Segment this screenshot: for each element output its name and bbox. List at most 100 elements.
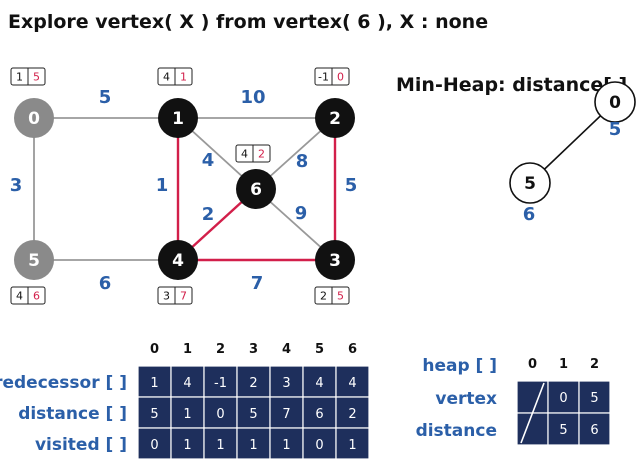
table-col-header-4: 4 <box>282 342 291 357</box>
table-cell-value-1-3: 5 <box>249 407 257 422</box>
edge-weight-4-3: 7 <box>251 273 264 294</box>
heap-cell-value-1-2: 6 <box>590 423 598 438</box>
info-box-pred-4: 3 <box>163 290 170 303</box>
table-cell-0-1 <box>170 365 205 398</box>
heap-col-header-2: 2 <box>590 357 599 372</box>
node-label-4: 4 <box>172 251 184 271</box>
edge-weight-6-3: 9 <box>295 203 308 224</box>
table-cell-value-0-4: 3 <box>282 376 290 391</box>
table-col-header-3: 3 <box>249 342 258 357</box>
heap-node-label-0: 0 <box>609 93 621 113</box>
table-cell-2-1 <box>170 427 205 460</box>
node-4 <box>158 240 198 280</box>
node-5 <box>14 240 54 280</box>
info-box-pred-3: 2 <box>320 290 327 303</box>
heap-cell-value-1-1: 5 <box>559 423 567 438</box>
table-cell-0-6 <box>335 365 370 398</box>
info-box-dist-0: 5 <box>33 71 40 84</box>
edge-weight-6-4: 2 <box>202 204 215 225</box>
table-cell-1-4 <box>269 396 304 429</box>
info-box-pred-2: -1 <box>318 71 329 84</box>
heap-cell-1-2 <box>578 412 611 446</box>
node-0 <box>14 98 54 138</box>
edge-weight-5-4: 6 <box>99 273 112 294</box>
heap-slot0-slash <box>520 382 545 444</box>
node-6 <box>236 169 276 209</box>
heap-col-header-1: 1 <box>559 357 568 372</box>
info-box-dist-1: 1 <box>180 71 187 84</box>
table-cell-value-0-6: 4 <box>348 376 356 391</box>
heap-cell-value-0-1: 0 <box>559 391 567 406</box>
table-col-header-5: 5 <box>315 342 324 357</box>
heap-node-label-1: 5 <box>524 174 536 194</box>
node-label-6: 6 <box>250 180 262 200</box>
heap-node-0 <box>594 81 636 123</box>
table-cell-value-1-0: 5 <box>150 407 158 422</box>
table-col-header-6: 6 <box>348 342 357 357</box>
table-cell-value-1-6: 2 <box>348 407 356 422</box>
table-cell-1-1 <box>170 396 205 429</box>
table-cell-value-2-1: 1 <box>183 438 191 453</box>
edge-weight-1-2: 10 <box>240 87 265 108</box>
heap-row-label-0: vertex <box>435 389 497 409</box>
table-row-label-2: visited [ ] <box>35 435 127 455</box>
heap-tree: 0 5 5 6 <box>509 81 636 225</box>
table-cell-2-6 <box>335 427 370 460</box>
table-cell-value-0-0: 1 <box>150 376 158 391</box>
info-box-dist-3: 5 <box>337 290 344 303</box>
node-3 <box>315 240 355 280</box>
table-cell-value-1-2: 0 <box>216 407 224 422</box>
info-box-dist-5: 6 <box>33 290 40 303</box>
table-cell-value-1-4: 7 <box>282 407 290 422</box>
table-cell-value-0-3: 2 <box>249 376 257 391</box>
table-cell-1-6 <box>335 396 370 429</box>
heap-array-title: heap [ ] <box>422 356 497 376</box>
table-cell-2-0 <box>137 427 172 460</box>
table-cell-2-5 <box>302 427 337 460</box>
heap-array-table: heap [ ] 0 1 2 vertex 0 5 distance 5 6 <box>416 356 611 446</box>
table-col-header-0: 0 <box>150 342 159 357</box>
node-label-0: 0 <box>28 109 40 129</box>
page-title: Explore vertex( X ) from vertex( 6 ), X … <box>8 11 488 33</box>
table-cell-0-0 <box>137 365 172 398</box>
table-cell-value-0-2: -1 <box>214 376 227 391</box>
info-box-dist-6: 2 <box>258 148 265 161</box>
arrays-table: 0 1 2 3 4 5 6 predecessor [ ] 1 4 -1 2 3 4 4 distance [… <box>0 342 370 460</box>
node-label-3: 3 <box>329 251 341 271</box>
edge-weight-1-6: 4 <box>202 150 215 171</box>
table-cell-value-1-1: 1 <box>183 407 191 422</box>
heap-col-header-0: 0 <box>528 357 537 372</box>
info-box-pred-1: 4 <box>163 71 170 84</box>
info-box-pred-5: 4 <box>16 290 23 303</box>
table-cell-0-3 <box>236 365 271 398</box>
table-col-header-1: 1 <box>183 342 192 357</box>
node-info-box-2: -1 0 <box>314 67 350 86</box>
heap-node-1 <box>509 162 551 204</box>
heap-node-distance-0: 5 <box>609 119 622 140</box>
node-label-1: 1 <box>172 109 184 129</box>
table-cell-value-2-6: 1 <box>348 438 356 453</box>
info-box-pred-6: 4 <box>241 148 248 161</box>
edge-weight-0-5: 3 <box>10 175 23 196</box>
info-box-dist-2: 0 <box>337 71 344 84</box>
edge-weight-2-3: 5 <box>345 175 358 196</box>
table-row-label-0: predecessor [ ] <box>0 373 127 393</box>
node-1 <box>158 98 198 138</box>
table-cell-value-1-5: 6 <box>315 407 323 422</box>
node-label-2: 2 <box>329 109 341 129</box>
table-cell-2-2 <box>203 427 238 460</box>
table-cell-0-5 <box>302 365 337 398</box>
table-cell-value-0-5: 4 <box>315 376 323 391</box>
heap-title: Min-Heap: distance[ ] <box>396 74 627 96</box>
table-row-label-1: distance [ ] <box>18 404 127 424</box>
table-cell-value-2-5: 0 <box>315 438 323 453</box>
heap-cell-value-0-2: 5 <box>590 391 598 406</box>
table-cell-value-2-3: 1 <box>249 438 257 453</box>
